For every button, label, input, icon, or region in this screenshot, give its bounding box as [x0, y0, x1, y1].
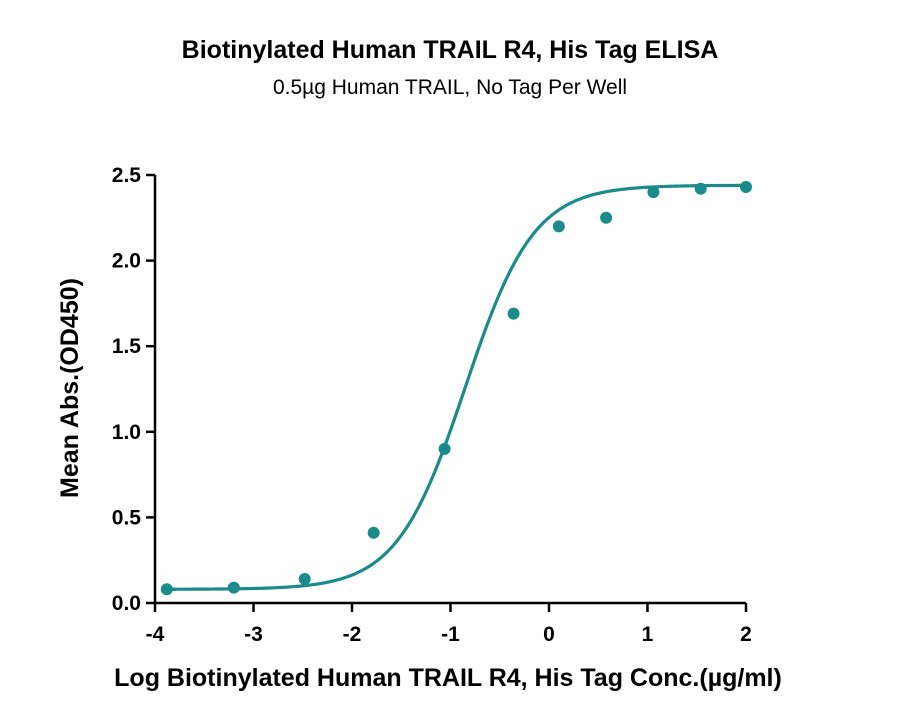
- y-tick-label: 2.0: [112, 250, 141, 273]
- axes: 0.0 0.5 1.0 1.5 2.0 2.5 -4 -3 -2 -1 0 1 2: [112, 164, 752, 646]
- data-point: [600, 211, 613, 224]
- data-point: [552, 220, 565, 233]
- data-point: [647, 186, 660, 199]
- data-point: [438, 442, 451, 455]
- data-point: [507, 307, 520, 320]
- chart-title: Biotinylated Human TRAIL R4, His Tag ELI…: [182, 36, 719, 64]
- x-tick-label: 0: [543, 623, 555, 646]
- data-point: [160, 583, 173, 596]
- data-point: [740, 180, 752, 193]
- data-point: [227, 581, 240, 594]
- data-point: [367, 526, 380, 539]
- data-point: [694, 182, 707, 195]
- y-tick-label: 1.5: [112, 335, 142, 358]
- y-tick-label: 0.5: [112, 506, 142, 529]
- data-point: [298, 573, 311, 586]
- chart-subtitle: 0.5µg Human TRAIL, No Tag Per Well: [273, 76, 627, 99]
- x-axis-label: Log Biotinylated Human TRAIL R4, His Tag…: [114, 664, 782, 692]
- x-tick-label: -1: [441, 623, 460, 646]
- y-axis-label: Mean Abs.(OD450): [56, 278, 84, 498]
- y-tick-label: 0.0: [112, 592, 141, 615]
- x-tick-label: -2: [343, 623, 362, 646]
- x-tick-label: 2: [740, 623, 752, 646]
- y-tick-label: 1.0: [112, 421, 141, 444]
- data-points-layer: [160, 180, 752, 596]
- y-tick-label: 2.5: [112, 164, 142, 187]
- x-tick-label: 1: [642, 623, 654, 646]
- x-tick-label: -4: [146, 623, 165, 646]
- fit-curve: [166, 183, 747, 591]
- x-tick-label: -3: [244, 623, 263, 646]
- fit-curve-layer: [166, 183, 747, 591]
